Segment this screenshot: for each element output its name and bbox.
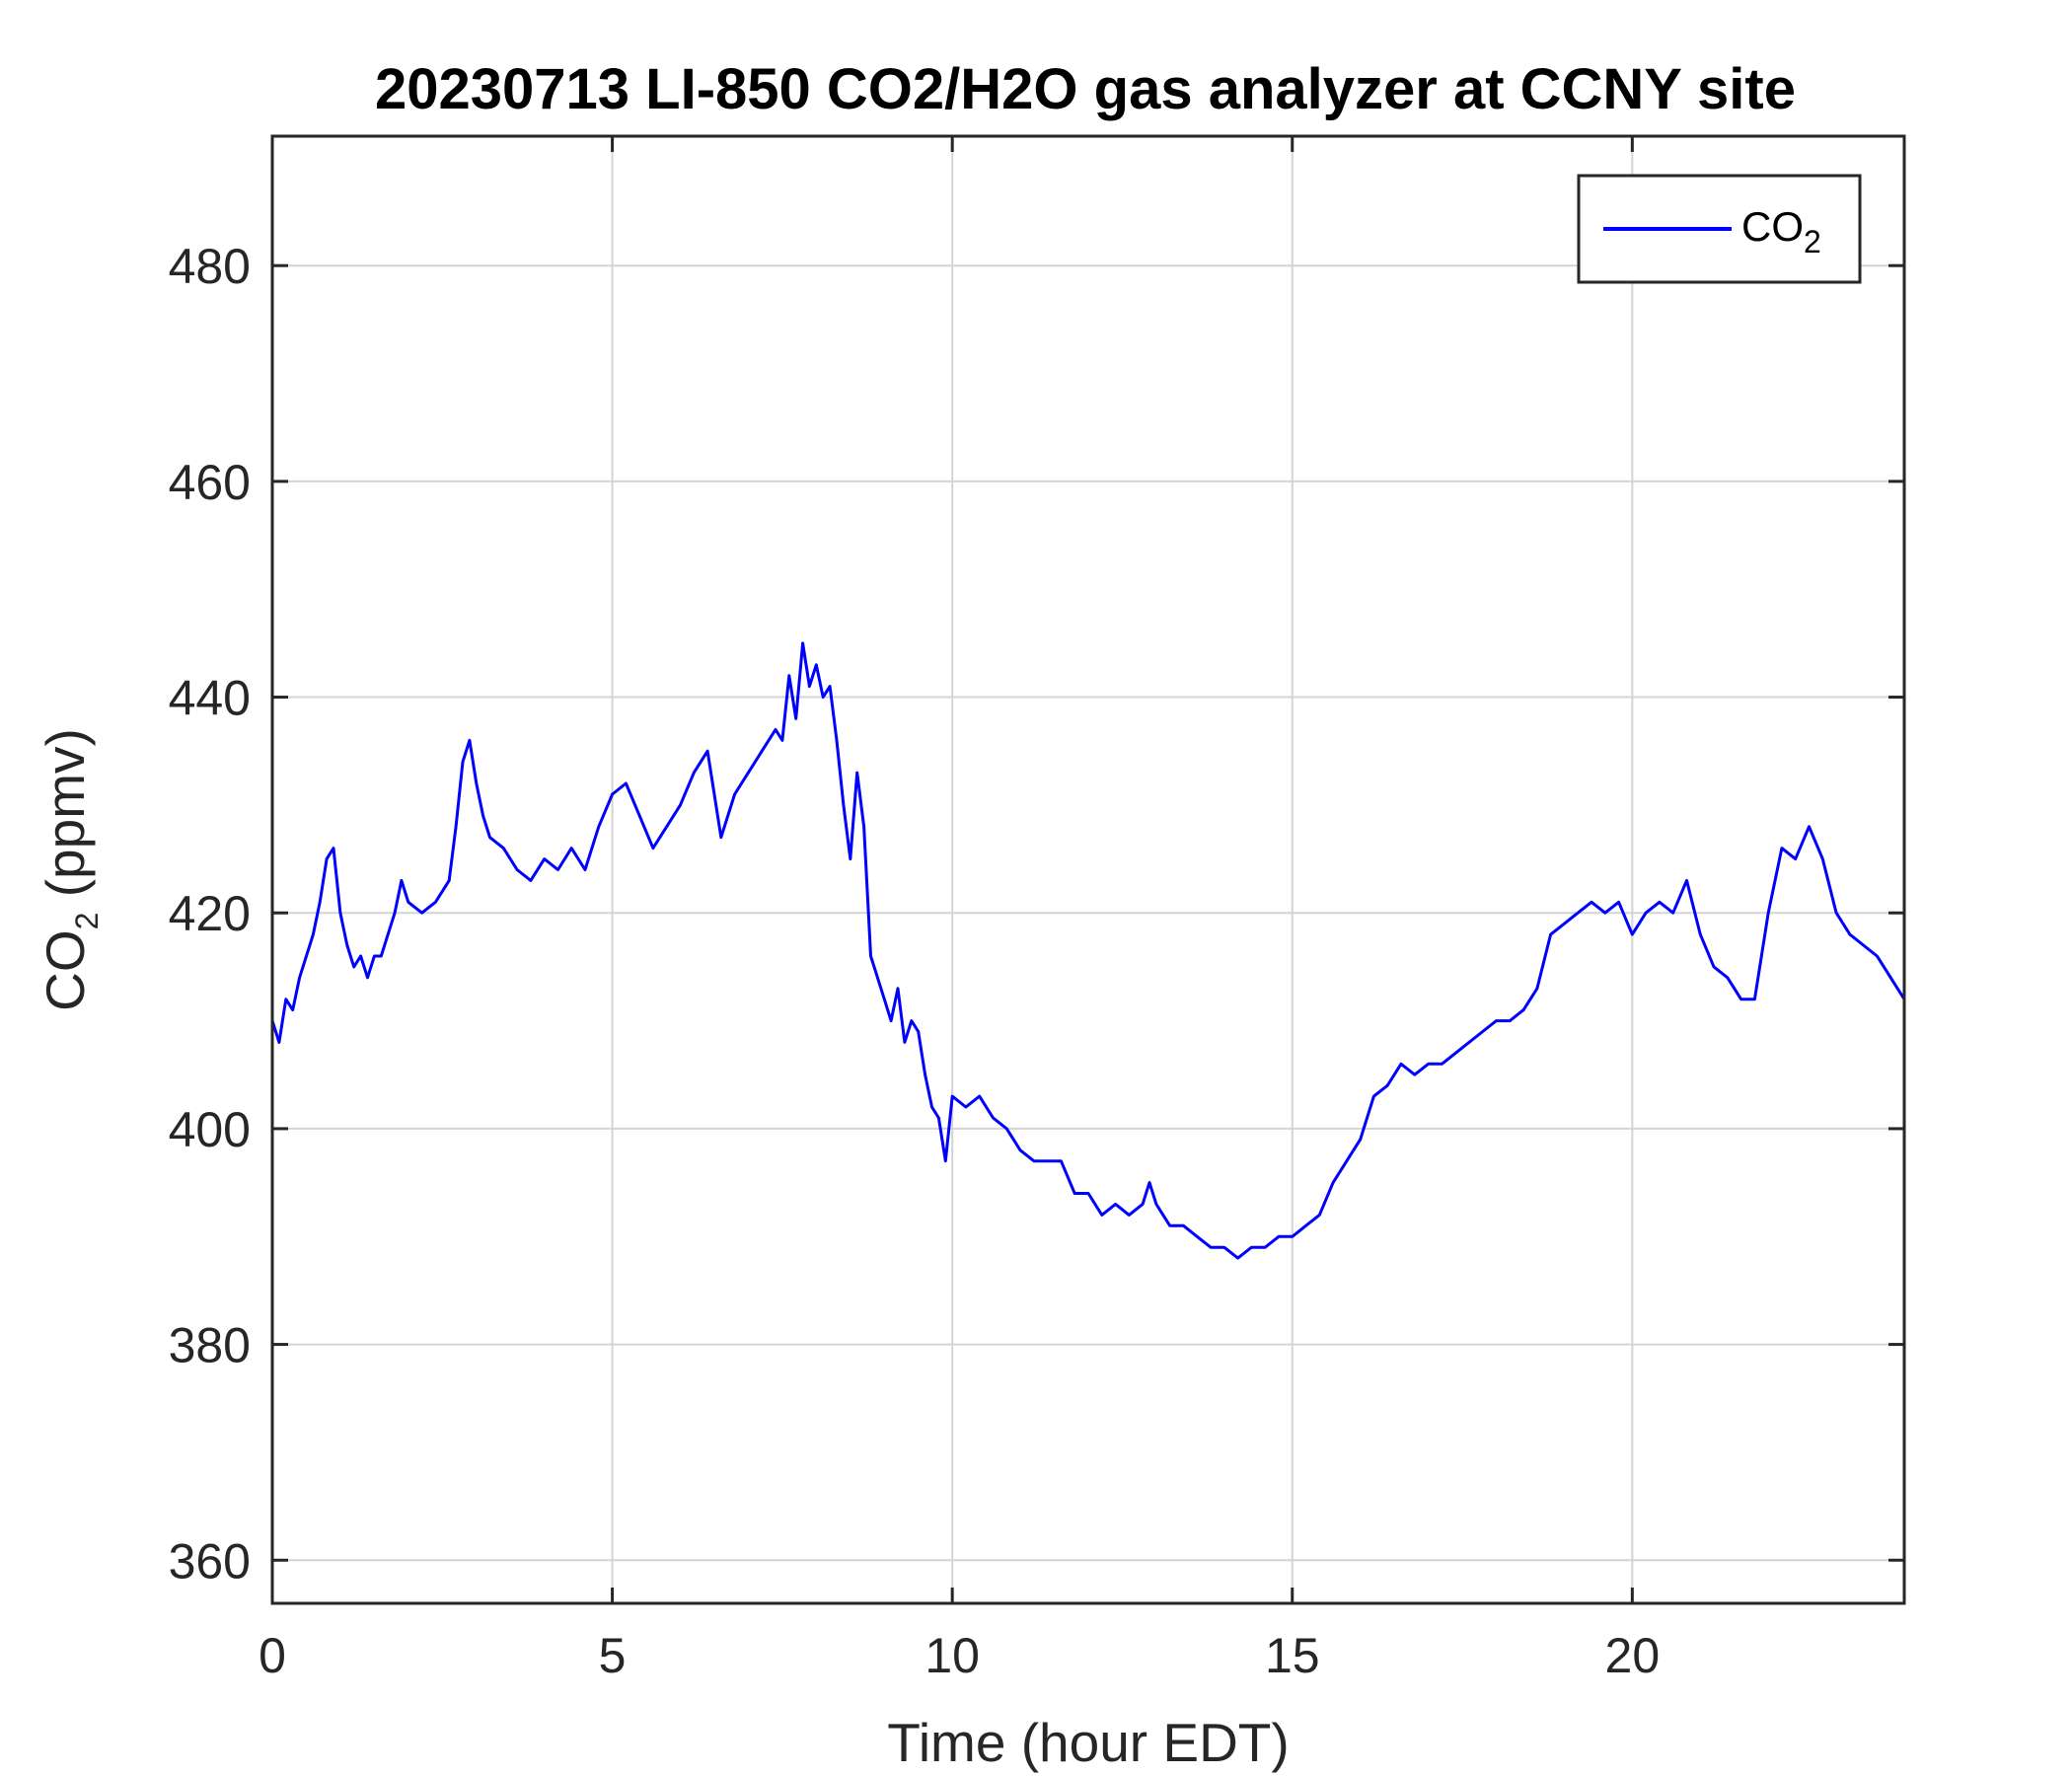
- x-tick-label: 10: [925, 1628, 980, 1683]
- x-axis-label: Time (hour EDT): [887, 1712, 1289, 1773]
- x-tick-label: 20: [1605, 1628, 1661, 1683]
- legend-entry-base: CO: [1741, 203, 1804, 250]
- axis-ticks: 0 5 10 15 20 360 380 400 420 440 460 480: [169, 136, 1904, 1683]
- series-line-co2: [270, 641, 1906, 1260]
- y-tick-label: 460: [169, 455, 251, 510]
- x-tick-label: 15: [1265, 1628, 1320, 1683]
- y-axis-label-base: CO: [35, 929, 96, 1011]
- y-axis-label-sub: 2: [69, 913, 105, 930]
- legend-entry-co2: CO2: [1741, 203, 1821, 259]
- x-tick-label: 0: [259, 1628, 286, 1683]
- legend: CO2: [1577, 174, 1862, 284]
- legend-entry-sub: 2: [1804, 224, 1821, 259]
- y-axis-label: CO2 (ppmv): [35, 728, 105, 1011]
- gridlines: [271, 136, 1904, 1603]
- axes-frame: [270, 134, 1906, 1605]
- y-axis-label-rest: (ppmv): [35, 728, 96, 912]
- y-tick-label: 400: [169, 1102, 251, 1157]
- y-tick-label: 440: [169, 671, 251, 726]
- y-tick-label: 380: [169, 1318, 251, 1373]
- chart-title: 20230713 LI-850 CO2/H2O gas analyzer at …: [375, 57, 1796, 121]
- x-tick-label: 5: [599, 1628, 627, 1683]
- y-tick-label: 360: [169, 1533, 251, 1589]
- y-tick-label: 420: [169, 886, 251, 941]
- plot-area: [270, 641, 1906, 1260]
- y-tick-label: 480: [169, 239, 251, 294]
